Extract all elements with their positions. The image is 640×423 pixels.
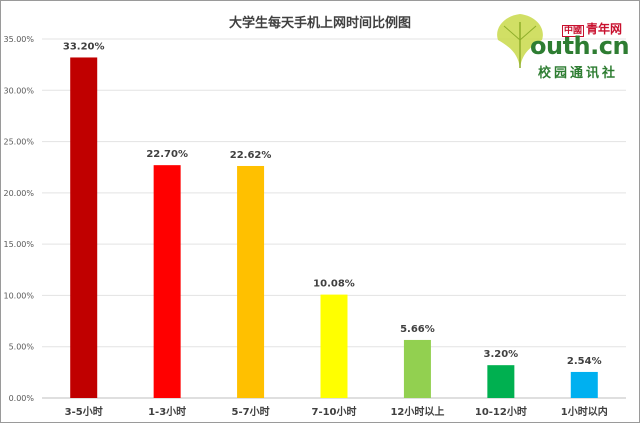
- category-label: 5-7小时: [232, 405, 270, 418]
- y-tick-labels: 0.00% 5.00% 10.00% 15.00% 20.00% 25.00% 30.00%…: [3, 35, 34, 403]
- ginkgo-leaf-icon: [497, 14, 543, 68]
- y-tick-label: 35.00%: [3, 35, 34, 44]
- bar: [487, 365, 515, 398]
- bar: [153, 165, 181, 398]
- y-tick-label: 15.00%: [3, 240, 34, 249]
- bar: [320, 294, 348, 398]
- bar: [403, 339, 431, 398]
- category-label: 1-3小时: [148, 405, 186, 418]
- data-label: 2.54%: [567, 356, 602, 367]
- bars: [70, 57, 598, 398]
- y-tick-label: 0.00%: [9, 394, 35, 403]
- data-label: 22.62%: [230, 150, 272, 161]
- data-label: 3.20%: [484, 349, 519, 360]
- category-labels: 3-5小时 1-3小时 5-7小时 7-10小时 12小时以上 10-12小时 1小时以内: [65, 405, 608, 418]
- logo-subtitle: 校园通讯社: [538, 66, 619, 81]
- category-label: 3-5小时: [65, 405, 103, 418]
- youth-cn-logo: 中國 青年网 outh.cn 校园通讯社: [490, 6, 632, 82]
- category-label: 12小时以上: [390, 405, 444, 418]
- data-label: 22.70%: [146, 149, 188, 160]
- category-label: 10-12小时: [475, 405, 527, 418]
- logo-domain: outh.cn: [530, 32, 630, 60]
- data-label: 5.66%: [400, 324, 435, 335]
- chart-title: 大学生每天手机上网时间比例图: [228, 16, 411, 31]
- data-label: 10.08%: [313, 279, 355, 290]
- bar: [70, 57, 98, 398]
- bar: [237, 165, 265, 398]
- data-label: 33.20%: [63, 41, 105, 52]
- y-tick-label: 5.00%: [9, 343, 35, 352]
- category-label: 1小时以内: [561, 405, 608, 418]
- bar: [570, 371, 598, 398]
- data-labels: 33.20% 22.70% 22.62% 10.08% 5.66% 3.20% 2.54%: [63, 41, 602, 366]
- logo-chinese-name: 中國 青年网: [562, 22, 623, 37]
- y-tick-label: 10.00%: [3, 291, 34, 300]
- y-tick-label: 25.00%: [3, 138, 34, 147]
- y-tick-label: 20.00%: [3, 189, 34, 198]
- y-tick-label: 30.00%: [3, 86, 34, 95]
- category-label: 7-10小时: [311, 405, 356, 418]
